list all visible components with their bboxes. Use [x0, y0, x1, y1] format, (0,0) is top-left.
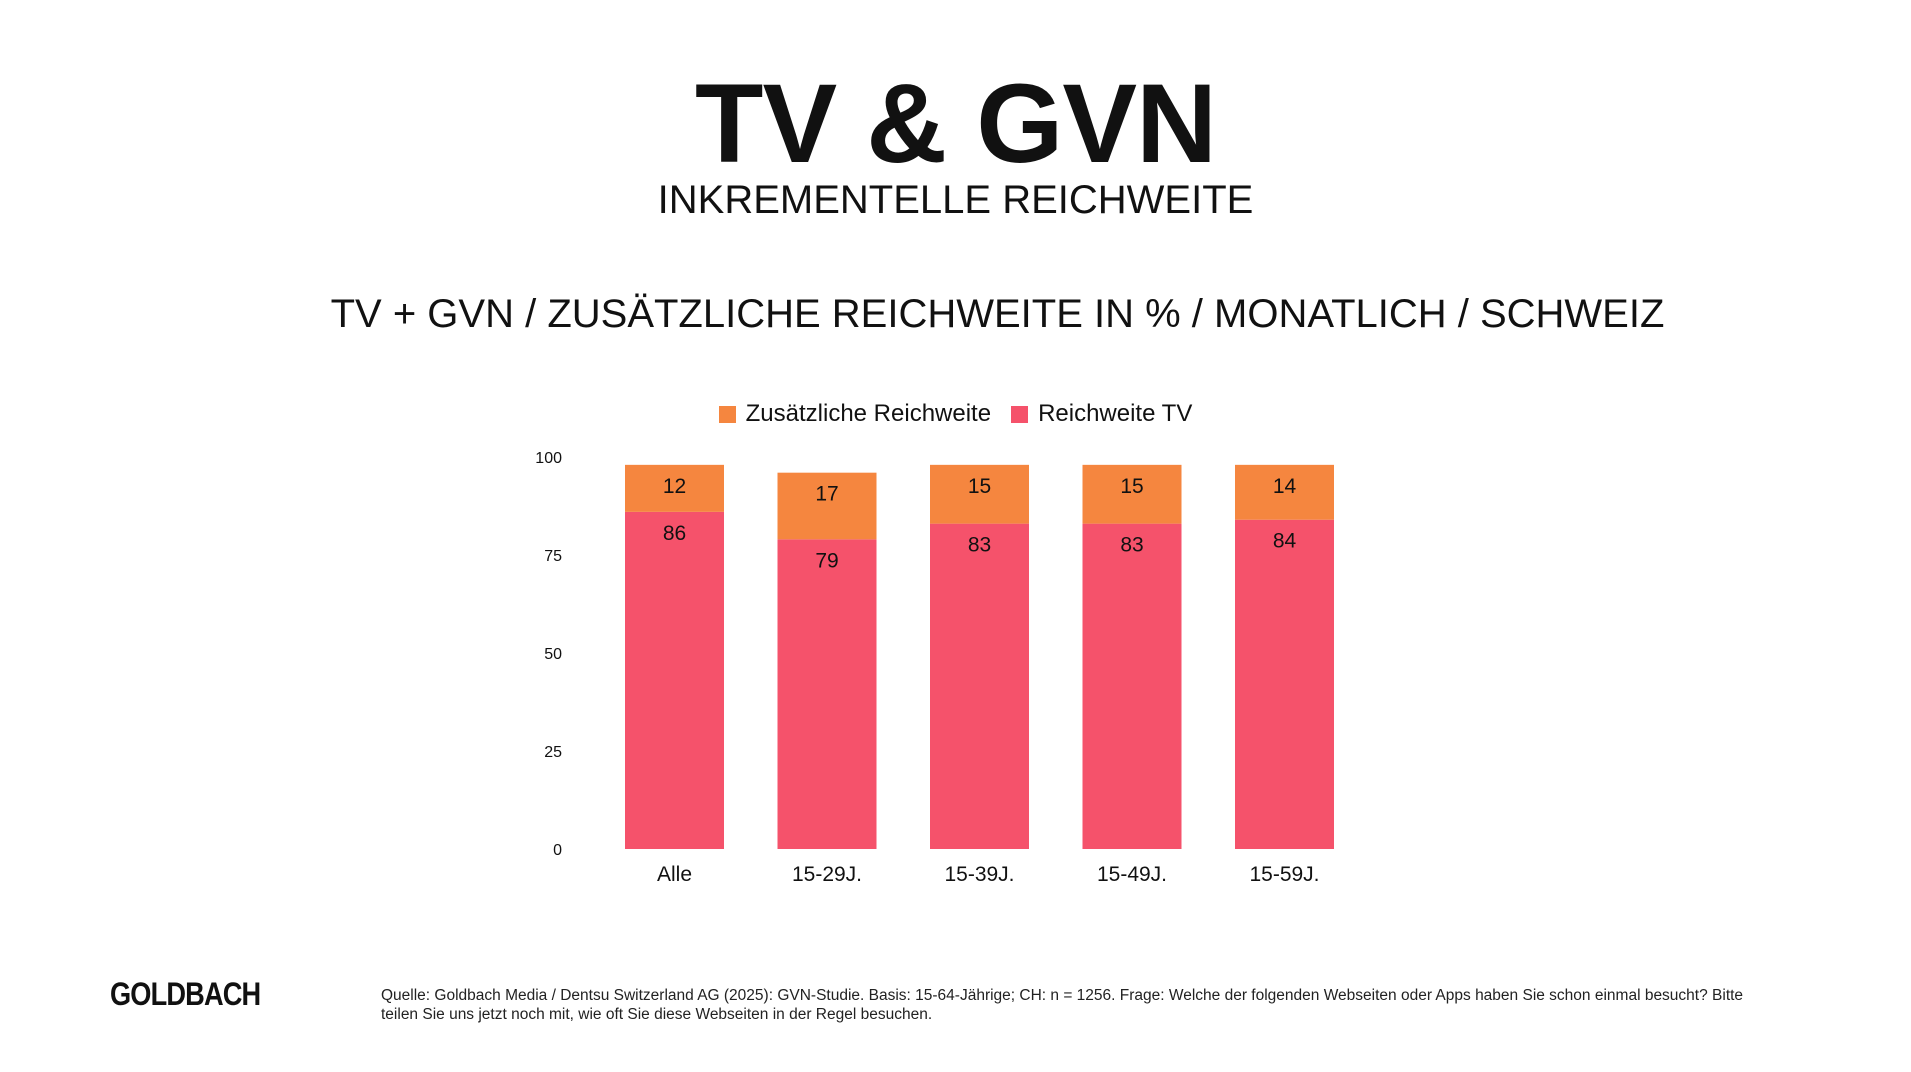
bar-segment-zusaetzlich [777, 472, 877, 540]
data-label: 15 [1120, 475, 1143, 498]
data-label: 86 [663, 522, 686, 545]
y-tick-label: 25 [544, 744, 562, 761]
chart-legend: Zusätzliche Reichweite Reichweite TV [0, 400, 1911, 428]
data-label: 83 [968, 534, 991, 557]
data-label: 17 [815, 483, 838, 506]
bar-segment-tv [930, 523, 1029, 849]
data-label: 79 [815, 549, 838, 572]
bar-segment-tv [1082, 523, 1182, 849]
goldbach-logo: GOLDBACH [110, 976, 261, 1012]
y-tick-label: 100 [535, 450, 562, 467]
data-label: 14 [1273, 475, 1297, 498]
bar-segment-tv [625, 511, 724, 849]
bar-segment-tv [1235, 519, 1334, 849]
chart-title: TV + GVN / ZUSÄTZLICHE REICHWEITE IN % /… [330, 292, 1665, 336]
bar-segment-zusaetzlich [1082, 464, 1182, 524]
y-tick-label: 0 [553, 842, 562, 859]
x-tick-label: 15-49J. [1097, 863, 1167, 886]
page-subtitle: INKREMENTELLE REICHWEITE [657, 178, 1254, 222]
legend-item-zusaetzliche: Zusätzliche Reichweite [718, 400, 992, 428]
source-note: Quelle: Goldbach Media / Dentsu Switzerl… [381, 987, 1744, 1023]
legend-label: Reichweite TV [1038, 400, 1193, 427]
data-label: 12 [663, 475, 686, 498]
bar-segment-zusaetzlich [930, 464, 1029, 524]
x-tick-label: 15-29J. [792, 863, 862, 886]
y-tick-label: 50 [544, 646, 562, 663]
x-tick-label: Alle [657, 863, 692, 886]
y-tick-label: 75 [544, 548, 562, 565]
legend-swatch [718, 405, 736, 423]
data-label: 15 [968, 475, 991, 498]
data-label: 84 [1273, 530, 1297, 553]
legend-item-tv: Reichweite TV [1011, 400, 1192, 428]
x-tick-label: 15-59J. [1249, 863, 1319, 886]
page-title: TV & GVN [695, 61, 1217, 186]
x-tick-label: 15-39J. [944, 863, 1014, 886]
bar-segment-zusaetzlich [1235, 464, 1334, 520]
data-label: 83 [1120, 534, 1143, 557]
legend-swatch [1011, 405, 1029, 423]
bar-segment-zusaetzlich [625, 464, 724, 512]
legend-label: Zusätzliche Reichweite [745, 400, 992, 427]
bar-segment-tv [777, 539, 877, 849]
